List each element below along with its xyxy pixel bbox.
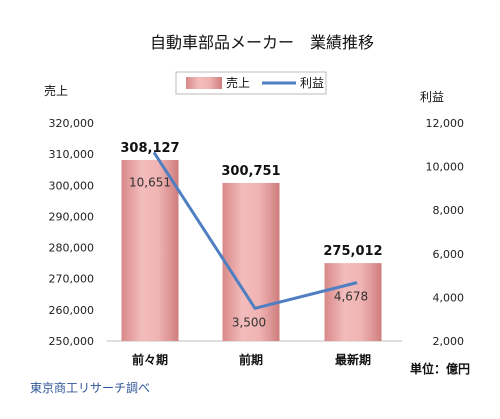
profit-value-label: 3,500 <box>232 315 266 329</box>
left-tick-label: 250,000 <box>49 335 95 348</box>
sales-value-label: 300,751 <box>221 164 280 179</box>
sales-value-label: 275,012 <box>323 244 382 259</box>
category-label: 最新期 <box>335 352 371 367</box>
right-axis-ticks: 2,000 4,000 6,000 8,000 10,000 12,000 <box>426 117 465 348</box>
bars <box>121 159 382 341</box>
left-axis-label: 売上 <box>44 83 68 98</box>
right-tick-label: 10,000 <box>426 161 465 174</box>
profit-value-label: 10,651 <box>129 175 171 189</box>
profit-value-labels: 10,651 3,500 4,678 <box>129 175 368 329</box>
category-labels: 前々期 前期 最新期 <box>132 352 371 367</box>
legend-swatch-sales <box>186 77 222 89</box>
sales-bar <box>121 159 179 341</box>
left-tick-label: 300,000 <box>49 179 95 192</box>
right-tick-label: 8,000 <box>433 204 465 217</box>
left-tick-label: 280,000 <box>49 242 95 255</box>
unit-note: 単位：億円 <box>410 361 470 376</box>
category-label: 前期 <box>239 352 263 367</box>
left-tick-label: 320,000 <box>49 117 95 130</box>
sales-value-label: 308,127 <box>120 141 179 156</box>
profit-line <box>152 151 358 310</box>
legend: 売上 利益 <box>175 71 327 95</box>
right-tick-label: 4,000 <box>433 291 465 304</box>
category-label: 前々期 <box>132 352 168 367</box>
right-tick-label: 12,000 <box>426 117 465 130</box>
left-tick-label: 310,000 <box>49 148 95 161</box>
profit-value-label: 4,678 <box>334 290 368 304</box>
left-tick-label: 270,000 <box>49 273 95 286</box>
left-tick-label: 260,000 <box>49 304 95 317</box>
left-tick-label: 290,000 <box>49 210 95 223</box>
sales-bar <box>324 263 382 341</box>
legend-label-sales: 売上 <box>226 75 250 90</box>
sales-bar <box>222 182 280 341</box>
right-axis-label: 利益 <box>420 90 444 104</box>
legend-label-profit: 利益 <box>300 76 324 90</box>
source-note: 東京商工リサーチ調べ <box>30 380 150 395</box>
bar-value-labels: 308,127 300,751 275,012 <box>120 141 382 259</box>
right-tick-label: 6,000 <box>433 248 465 261</box>
chart-title: 自動車部品メーカー 業績推移 <box>150 33 374 52</box>
right-tick-label: 2,000 <box>433 335 465 348</box>
left-axis-ticks: 250,000 260,000 270,000 280,000 290,000 300,0… <box>49 117 95 348</box>
profit-series-line <box>152 151 358 310</box>
